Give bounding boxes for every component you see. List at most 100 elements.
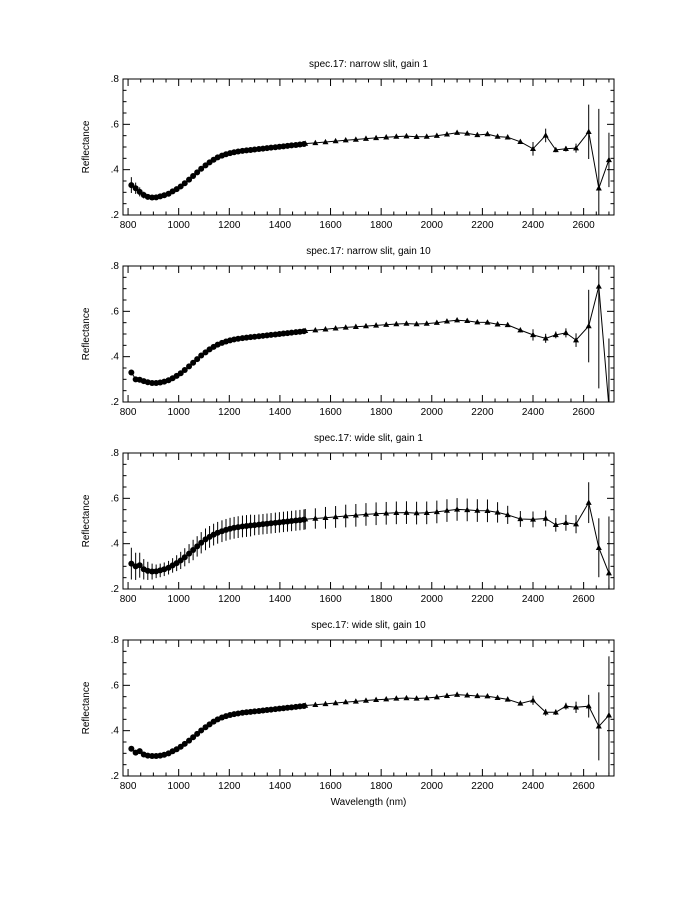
x-tick-label: 2600 [573,220,596,231]
data-point-circle [181,180,188,187]
data-point-triangle [312,326,319,333]
data-point-triangle [393,695,400,701]
data-point-triangle [443,692,450,698]
x-tick-label: 1000 [168,220,191,231]
x-tick-label: 2600 [573,594,596,605]
data-point-triangle [443,507,450,513]
data-point-triangle [332,513,339,520]
data-point-triangle [606,403,612,408]
data-point-triangle [373,696,380,703]
data-point-triangle [332,325,339,331]
data-point-triangle [585,702,592,709]
data-point-triangle [504,696,511,702]
x-tick-label: 1800 [370,407,393,418]
data-point-triangle [585,499,592,505]
data-point-circle [181,554,188,561]
data-point-triangle [413,133,420,139]
data-point-triangle [352,512,359,518]
x-tick-label: 1000 [168,594,191,605]
data-point-triangle [464,130,471,136]
x-tick-label: 800 [120,781,137,792]
x-tick-label: 2000 [421,594,444,605]
data-point-triangle [413,320,420,327]
x-tick-label: 2000 [421,407,444,418]
data-point-triangle [530,516,537,522]
data-point-triangle [562,329,569,336]
x-tick-label: 2400 [522,781,545,792]
y-axis-label: Reflectance [81,681,92,734]
data-point-triangle [352,136,359,142]
y-tick-label: .8 [111,448,120,459]
data-point-triangle [454,506,461,512]
data-point-triangle [464,506,471,513]
data-point-circle [128,560,135,567]
data-point-triangle [504,321,511,328]
data-point-triangle [403,132,410,139]
data-point-triangle [322,138,329,145]
data-point-triangle [362,697,369,703]
data-point-triangle [494,321,501,327]
data-point-circle [186,737,193,744]
data-point-triangle [530,697,537,703]
x-tick-label: 2200 [471,220,494,231]
x-tick-label: 800 [120,220,137,231]
data-point-circle [186,176,193,183]
x-tick-label: 800 [120,594,137,605]
data-point-triangle [484,507,491,513]
data-point-triangle [423,133,430,139]
data-point-circle [190,734,197,741]
data-point-triangle [494,694,501,700]
data-point-triangle [423,694,430,701]
data-point-triangle [352,323,359,329]
data-point-triangle [474,131,481,138]
data-point-triangle [322,326,329,332]
data-point-triangle [517,326,524,333]
x-tick-label: 1200 [218,594,241,605]
data-point-triangle [474,319,481,325]
data-point-triangle [413,695,420,701]
data-point-triangle [542,132,549,138]
data-point-triangle [517,138,524,144]
data-point-triangle [373,322,380,328]
data-point-triangle [585,322,592,329]
data-point-triangle [464,692,471,698]
data-point-triangle [342,698,349,705]
data-point-circle [186,550,193,557]
data-point-triangle [494,133,501,139]
data-point-triangle [433,508,440,515]
data-point-triangle [595,723,602,729]
x-tick-label: 1400 [269,781,292,792]
data-point-triangle [302,702,309,708]
data-point-circle [136,748,143,755]
data-point-circle [128,745,135,752]
plot-area [128,104,612,215]
data-point-triangle [383,134,390,140]
data-point-triangle [573,520,580,527]
chart-panel-4: spec.17: wide slit, gain 10 800 1000 1200 14… [81,620,615,808]
data-point-triangle [484,130,491,137]
x-tick-label: 2200 [471,781,494,792]
data-point-triangle [403,320,410,326]
data-point-circle [136,188,143,195]
data-point-triangle [585,128,592,135]
x-tick-label: 2400 [522,407,545,418]
y-axis-label: Reflectance [81,307,92,360]
y-tick-label: .6 [111,493,120,504]
y-tick-label: .4 [111,726,120,737]
data-point-circle [190,547,197,554]
data-point-triangle [595,185,602,191]
data-point-triangle [423,320,430,326]
data-point-circle [198,165,205,172]
panel-title: spec.17: narrow slit, gain 1 [309,59,428,70]
data-point-triangle [383,695,390,702]
data-point-triangle [403,694,410,701]
data-point-triangle [332,699,339,706]
x-axis-label: Wavelength (nm) [331,797,407,808]
y-tick-label: .6 [111,119,120,130]
data-point-triangle [494,509,501,515]
data-point-circle [198,539,205,546]
data-point-circle [198,352,205,359]
y-tick-label: .8 [111,261,120,272]
data-point-triangle [542,515,549,521]
plot-area [128,266,612,408]
